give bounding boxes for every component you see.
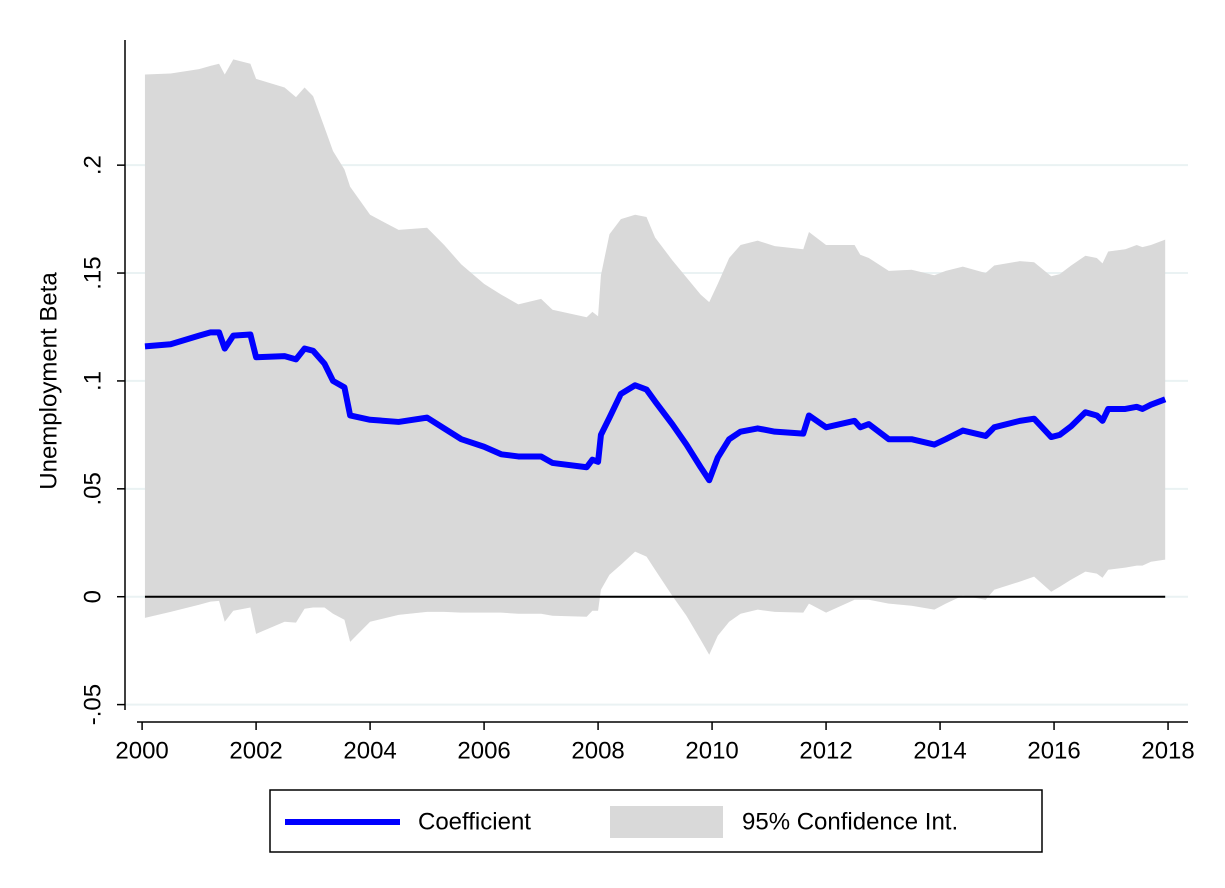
- x-tick-label: 2012: [799, 737, 852, 764]
- y-tick-label: .05: [79, 472, 106, 505]
- y-tick-label: .15: [79, 256, 106, 289]
- x-tick-label: 2010: [685, 737, 738, 764]
- x-tick-label: 2000: [115, 737, 168, 764]
- x-tick-label: 2002: [229, 737, 282, 764]
- y-tick-label: 0: [79, 590, 106, 603]
- x-tick-label: 2004: [343, 737, 396, 764]
- legend-label: Coefficient: [418, 808, 531, 835]
- x-tick-label: 2018: [1141, 737, 1194, 764]
- y-tick-label: .2: [79, 155, 106, 175]
- x-tick-label: 2014: [913, 737, 966, 764]
- legend-swatch: [610, 806, 723, 838]
- legend-label: 95% Confidence Int.: [742, 808, 958, 835]
- confidence-band: [144, 59, 1166, 655]
- y-tick-label: .1: [79, 371, 106, 391]
- coefficient-line: [144, 329, 1167, 484]
- y-tick-label: -.05: [79, 684, 106, 725]
- x-tick-label: 2008: [571, 737, 624, 764]
- y-axis-title: Unemployment Beta: [35, 272, 62, 490]
- x-tick-label: 2006: [457, 737, 510, 764]
- x-tick-label: 2016: [1027, 737, 1080, 764]
